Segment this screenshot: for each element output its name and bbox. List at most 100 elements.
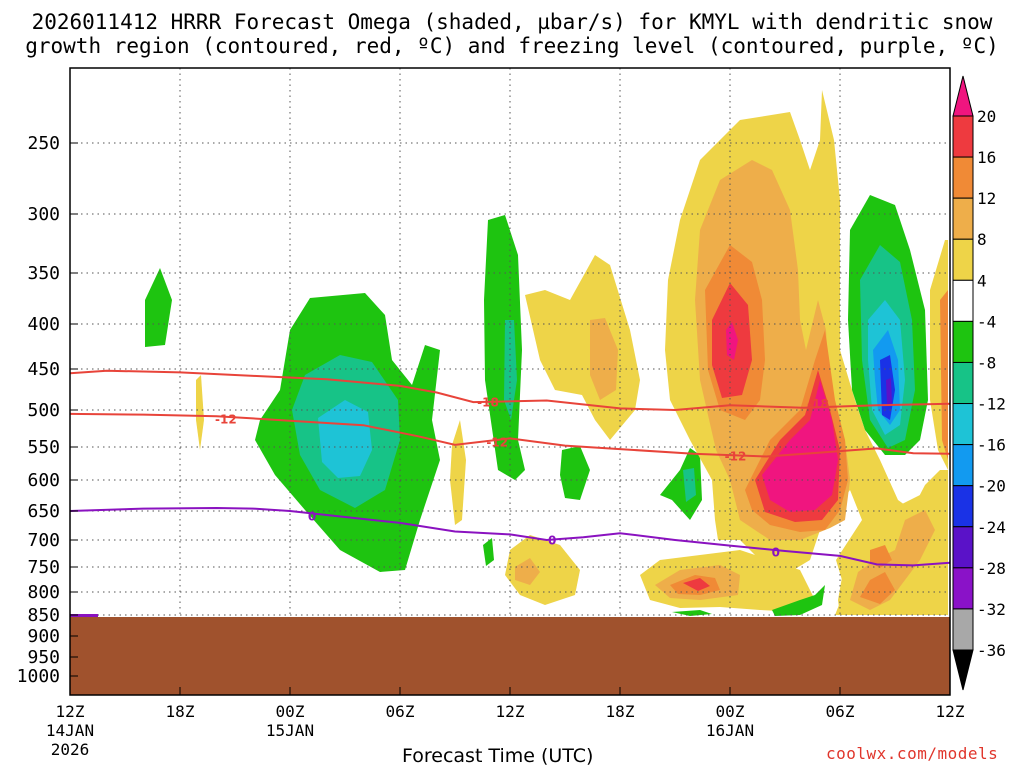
omega-area-ascent bbox=[560, 446, 590, 500]
colorbar-top-arrow bbox=[952, 75, 974, 117]
contour-dgz_-12 bbox=[70, 412, 950, 458]
omega-area-ascent bbox=[660, 448, 702, 520]
colorbar-label: 20 bbox=[977, 107, 996, 126]
y-tick-label: 700 bbox=[27, 530, 60, 551]
colorbar-label: -24 bbox=[977, 518, 1006, 537]
x-tick-date: 15JAN bbox=[266, 721, 314, 740]
chart-title-line2: growth region (contoured, red, ºC) and f… bbox=[25, 34, 999, 58]
omega-area-descent bbox=[940, 290, 948, 460]
y-tick-label: 900 bbox=[27, 626, 60, 647]
omega-area-descent bbox=[515, 558, 540, 585]
omega-area-descent bbox=[505, 535, 580, 605]
y-tick-label: 350 bbox=[27, 263, 60, 284]
x-tick-label: 12Z bbox=[56, 702, 85, 721]
y-tick-label: 300 bbox=[27, 204, 60, 225]
colorbar-label: -32 bbox=[977, 600, 1006, 619]
y-tick-label: 650 bbox=[27, 501, 60, 522]
omega-area-descent bbox=[870, 545, 892, 568]
colorbar-label: 4 bbox=[977, 271, 987, 290]
omega-area-ascent bbox=[683, 468, 696, 502]
contour-label: 0 bbox=[308, 509, 316, 523]
y-tick-label: 550 bbox=[27, 437, 60, 458]
contour-label: -18 bbox=[477, 396, 499, 410]
omega-area-ascent bbox=[196, 375, 204, 450]
omega-area-descent bbox=[860, 572, 895, 604]
y-tick-label: 950 bbox=[27, 647, 60, 668]
omega-area-descent bbox=[590, 318, 618, 400]
x-tick-label: 06Z bbox=[826, 702, 855, 721]
x-tick-date: 16JAN bbox=[706, 721, 754, 740]
x-tick-label: 06Z bbox=[386, 702, 415, 721]
colorbar-label: -36 bbox=[977, 641, 1006, 660]
y-tick-label: 800 bbox=[27, 582, 60, 603]
y-tick-label: 600 bbox=[27, 470, 60, 491]
colorbar-label: -4 bbox=[977, 312, 996, 331]
omega-area-descent bbox=[726, 322, 738, 360]
contour-label: -12 bbox=[725, 449, 747, 463]
contour-lines bbox=[70, 369, 950, 567]
colorbar-band bbox=[952, 403, 974, 446]
x-tick-label: 00Z bbox=[276, 702, 305, 721]
colorbar-band bbox=[952, 608, 974, 651]
omega-area-ascent bbox=[483, 538, 494, 566]
source-credit[interactable]: coolwx.com/models bbox=[826, 744, 999, 763]
omega-area-descent bbox=[525, 255, 640, 440]
chart-title-line1: 2026011412 HRRR Forecast Omega (shaded, … bbox=[31, 10, 993, 34]
x-tick-label: 00Z bbox=[716, 702, 745, 721]
colorbar-band bbox=[952, 485, 974, 528]
y-tick-label: 1000 bbox=[17, 666, 60, 687]
x-tick-date: 14JAN bbox=[46, 721, 94, 740]
omega-area-descent bbox=[683, 578, 710, 591]
colorbar-band bbox=[952, 238, 974, 281]
colorbar-bottom-arrow bbox=[952, 649, 974, 691]
y-tick-label: 750 bbox=[27, 557, 60, 578]
x-tick-year: 2026 bbox=[51, 740, 90, 759]
contour-label: -18 bbox=[807, 397, 829, 411]
omega-shading bbox=[145, 90, 948, 616]
contour-labels: -18 -12 -12 -12 -18 0 0 0 bbox=[215, 396, 829, 560]
y-tick-label: 450 bbox=[27, 359, 60, 380]
colorbar-label: -12 bbox=[977, 395, 1006, 414]
colorbar-label: -8 bbox=[977, 353, 996, 372]
colorbar-band bbox=[952, 279, 974, 322]
x-tick-label: 12Z bbox=[496, 702, 525, 721]
x-tick-label: 18Z bbox=[166, 702, 195, 721]
contour-label: 0 bbox=[772, 546, 780, 560]
colorbar-band bbox=[952, 567, 974, 610]
terrain-below-ground bbox=[70, 617, 950, 695]
omega-area-descent bbox=[762, 380, 838, 512]
omega-area-ascent bbox=[318, 400, 372, 478]
colorbar-label: -16 bbox=[977, 436, 1006, 455]
y-tick-label: 850 bbox=[27, 605, 60, 626]
contour-freezing_0 bbox=[70, 506, 950, 567]
x-axis-title: Forecast Time (UTC) bbox=[402, 745, 594, 767]
colorbar: 20 16 12 8 4 -4 -8 -12 -16 -20 -24 -28 -32 -36 bbox=[952, 75, 1006, 691]
y-tick-label: 250 bbox=[27, 133, 60, 154]
omega-area-descent bbox=[450, 420, 466, 525]
x-tick-label: 12Z bbox=[936, 702, 965, 721]
omega-area-ascent bbox=[886, 378, 892, 405]
contour-label: 0 bbox=[548, 534, 556, 548]
contour-dgz_-18 bbox=[70, 369, 950, 412]
colorbar-band bbox=[952, 444, 974, 487]
colorbar-band bbox=[952, 320, 974, 363]
colorbar-band bbox=[952, 197, 974, 240]
y-axis: 2503003504004505005506006507007508008509… bbox=[17, 133, 78, 687]
colorbar-band bbox=[952, 361, 974, 405]
omega-area-ascent bbox=[484, 215, 525, 480]
omega-area-ascent bbox=[504, 320, 517, 420]
y-tick-label: 500 bbox=[27, 400, 60, 421]
x-tick-label: 18Z bbox=[606, 702, 635, 721]
colorbar-band bbox=[952, 115, 974, 158]
colorbar-label: 12 bbox=[977, 189, 996, 208]
omega-area-ascent bbox=[772, 585, 825, 616]
colorbar-label: -20 bbox=[977, 477, 1006, 496]
colorbar-label: -28 bbox=[977, 559, 1006, 578]
colorbar-label: 16 bbox=[977, 148, 996, 167]
colorbar-band bbox=[952, 526, 974, 569]
freezing-level-surface-marker bbox=[70, 614, 98, 617]
omega-area-ascent bbox=[145, 268, 172, 347]
contour-label: -12 bbox=[215, 413, 237, 427]
